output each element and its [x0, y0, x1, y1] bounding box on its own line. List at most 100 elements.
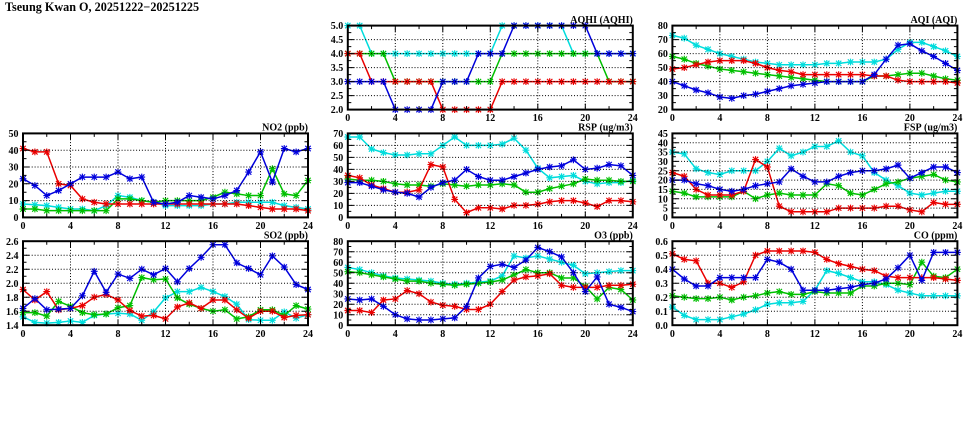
- svg-text:0: 0: [670, 221, 675, 232]
- svg-text:0: 0: [345, 221, 350, 232]
- svg-text:30: 30: [333, 289, 343, 300]
- svg-text:12: 12: [810, 329, 820, 340]
- svg-text:8: 8: [765, 113, 770, 124]
- svg-text:16: 16: [857, 221, 867, 232]
- svg-text:CO (ppm): CO (ppm): [914, 230, 958, 241]
- svg-text:0: 0: [338, 321, 343, 332]
- svg-text:25: 25: [658, 166, 668, 177]
- svg-text:60: 60: [333, 258, 343, 269]
- svg-text:4: 4: [717, 329, 722, 340]
- svg-text:8: 8: [765, 329, 770, 340]
- svg-text:30: 30: [658, 91, 668, 102]
- svg-text:20: 20: [905, 113, 915, 124]
- svg-text:20: 20: [905, 221, 915, 232]
- svg-text:20: 20: [333, 300, 343, 311]
- svg-text:24: 24: [628, 221, 638, 232]
- svg-text:12: 12: [810, 113, 820, 124]
- svg-text:30: 30: [333, 177, 343, 188]
- svg-text:40: 40: [333, 165, 343, 176]
- svg-text:10: 10: [658, 194, 668, 205]
- svg-text:24: 24: [952, 221, 962, 232]
- svg-text:1.8: 1.8: [6, 293, 19, 304]
- svg-text:4: 4: [393, 221, 398, 232]
- svg-text:0.4: 0.4: [655, 265, 668, 276]
- svg-text:24: 24: [952, 329, 962, 340]
- svg-text:NO2 (ppb): NO2 (ppb): [262, 123, 308, 134]
- svg-text:30: 30: [9, 163, 19, 174]
- svg-text:0.1: 0.1: [655, 307, 668, 318]
- svg-text:5.0: 5.0: [331, 21, 344, 32]
- svg-text:60: 60: [333, 141, 343, 152]
- svg-text:O3 (ppb): O3 (ppb): [594, 230, 633, 241]
- svg-text:0.6: 0.6: [655, 237, 668, 248]
- svg-text:2.0: 2.0: [331, 105, 344, 116]
- svg-text:20: 20: [905, 329, 915, 340]
- svg-text:40: 40: [9, 146, 19, 157]
- svg-text:12: 12: [161, 221, 171, 232]
- svg-text:40: 40: [658, 77, 668, 88]
- svg-text:24: 24: [628, 113, 638, 124]
- svg-text:8: 8: [116, 329, 121, 340]
- svg-text:20: 20: [580, 221, 590, 232]
- svg-text:8: 8: [440, 329, 445, 340]
- svg-text:20: 20: [333, 189, 343, 200]
- svg-text:16: 16: [857, 329, 867, 340]
- svg-text:45: 45: [658, 129, 668, 140]
- svg-text:4: 4: [393, 113, 398, 124]
- svg-text:0: 0: [663, 213, 668, 224]
- svg-text:40: 40: [333, 279, 343, 290]
- svg-text:24: 24: [303, 221, 313, 232]
- svg-text:RSP (ug/m3): RSP (ug/m3): [578, 123, 633, 134]
- svg-text:50: 50: [333, 268, 343, 279]
- svg-text:24: 24: [952, 113, 962, 124]
- svg-text:4: 4: [68, 329, 73, 340]
- svg-text:20: 20: [580, 113, 590, 124]
- svg-text:2.0: 2.0: [6, 279, 19, 290]
- svg-text:12: 12: [161, 329, 171, 340]
- svg-text:3.5: 3.5: [331, 63, 344, 74]
- svg-text:0.0: 0.0: [655, 321, 668, 332]
- svg-text:0: 0: [21, 329, 26, 340]
- svg-text:8: 8: [440, 221, 445, 232]
- svg-text:40: 40: [658, 138, 668, 149]
- svg-text:2.5: 2.5: [331, 91, 344, 102]
- svg-text:16: 16: [533, 113, 543, 124]
- svg-text:70: 70: [658, 35, 668, 46]
- svg-text:50: 50: [658, 63, 668, 74]
- svg-text:10: 10: [333, 310, 343, 321]
- svg-text:70: 70: [333, 129, 343, 140]
- svg-text:20: 20: [256, 221, 266, 232]
- svg-text:12: 12: [485, 329, 495, 340]
- svg-text:2.2: 2.2: [6, 265, 19, 276]
- svg-text:1.6: 1.6: [6, 307, 19, 318]
- svg-text:0: 0: [338, 213, 343, 224]
- svg-text:4: 4: [68, 221, 73, 232]
- svg-text:16: 16: [857, 113, 867, 124]
- svg-text:1.4: 1.4: [6, 321, 19, 332]
- svg-text:16: 16: [208, 329, 218, 340]
- svg-text:10: 10: [9, 196, 19, 207]
- svg-text:12: 12: [810, 221, 820, 232]
- svg-text:4.0: 4.0: [331, 49, 344, 60]
- svg-text:16: 16: [533, 329, 543, 340]
- svg-text:0: 0: [670, 329, 675, 340]
- svg-text:SO2 (ppb): SO2 (ppb): [264, 230, 308, 241]
- svg-text:50: 50: [333, 153, 343, 164]
- svg-text:8: 8: [440, 113, 445, 124]
- svg-text:20: 20: [256, 329, 266, 340]
- svg-text:20: 20: [9, 179, 19, 190]
- svg-text:20: 20: [658, 176, 668, 187]
- svg-text:0.3: 0.3: [655, 279, 668, 290]
- svg-text:5: 5: [663, 204, 668, 215]
- svg-text:12: 12: [485, 113, 495, 124]
- svg-text:0: 0: [345, 329, 350, 340]
- svg-text:4: 4: [717, 221, 722, 232]
- svg-text:4: 4: [717, 113, 722, 124]
- svg-text:20: 20: [580, 329, 590, 340]
- svg-text:50: 50: [9, 129, 19, 140]
- svg-text:3.0: 3.0: [331, 77, 344, 88]
- svg-text:8: 8: [116, 221, 121, 232]
- svg-text:20: 20: [658, 105, 668, 116]
- svg-text:4: 4: [393, 329, 398, 340]
- svg-text:0: 0: [21, 221, 26, 232]
